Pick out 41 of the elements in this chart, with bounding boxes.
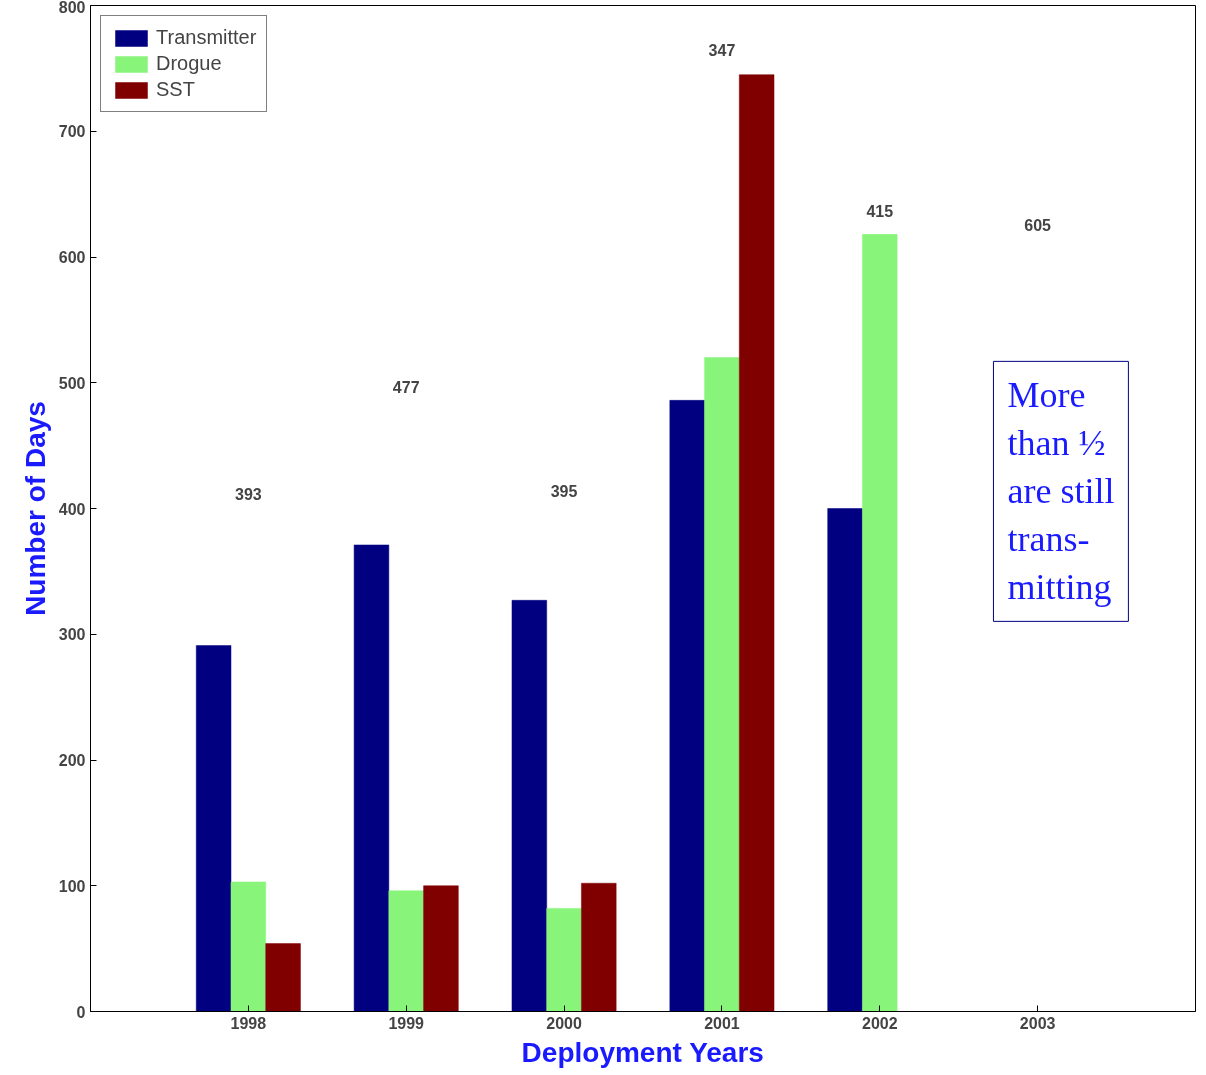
y-tick-label: 300 — [58, 626, 86, 644]
legend-label: SST — [156, 78, 195, 101]
annotation: 415 — [866, 202, 894, 220]
y-tick-label: 500 — [58, 374, 86, 392]
annotation: 347 — [708, 41, 736, 59]
x-tick-label: 1999 — [388, 1014, 425, 1032]
bar — [669, 400, 705, 1012]
x-tick-label: 2000 — [546, 1014, 582, 1032]
y-tick-label: 600 — [58, 249, 86, 266]
bar — [423, 885, 459, 1012]
y-tick-label: 100 — [58, 877, 86, 895]
bar — [230, 881, 266, 1012]
y-tick-label: 200 — [58, 752, 86, 769]
x-tick-label: 2003 — [1019, 1014, 1056, 1032]
y-tick-label: 0 — [76, 1003, 86, 1021]
x-tick-label: 1998 — [230, 1014, 267, 1032]
bar — [353, 544, 390, 1012]
bar — [546, 908, 582, 1012]
x-tick-label: 2002 — [861, 1014, 898, 1032]
y-tick-label: 800 — [58, 0, 86, 16]
bar — [862, 234, 898, 1012]
annotation: More than ½ are still trans- mitting — [1007, 375, 1115, 608]
legend-label: Transmitter — [156, 26, 257, 49]
y-tick-label: 700 — [58, 123, 86, 141]
y-tick-label: 400 — [58, 500, 86, 518]
annotation: 477 — [392, 378, 420, 396]
bar — [704, 357, 740, 1012]
bar — [196, 645, 232, 1012]
y-axis-title: Number of Days — [19, 401, 51, 616]
bar — [581, 882, 617, 1012]
bar — [265, 943, 301, 1012]
x-tick-label: 2001 — [704, 1014, 740, 1032]
bar — [739, 74, 775, 1012]
annotation: 605 — [1024, 216, 1052, 234]
annotation: 393 — [235, 485, 262, 503]
bar — [511, 600, 547, 1012]
bar — [827, 508, 863, 1012]
x-axis-title: Deployment Years — [521, 1036, 764, 1068]
bar — [388, 890, 424, 1012]
legend-label: Drogue — [156, 52, 222, 75]
annotation: 395 — [550, 483, 578, 501]
